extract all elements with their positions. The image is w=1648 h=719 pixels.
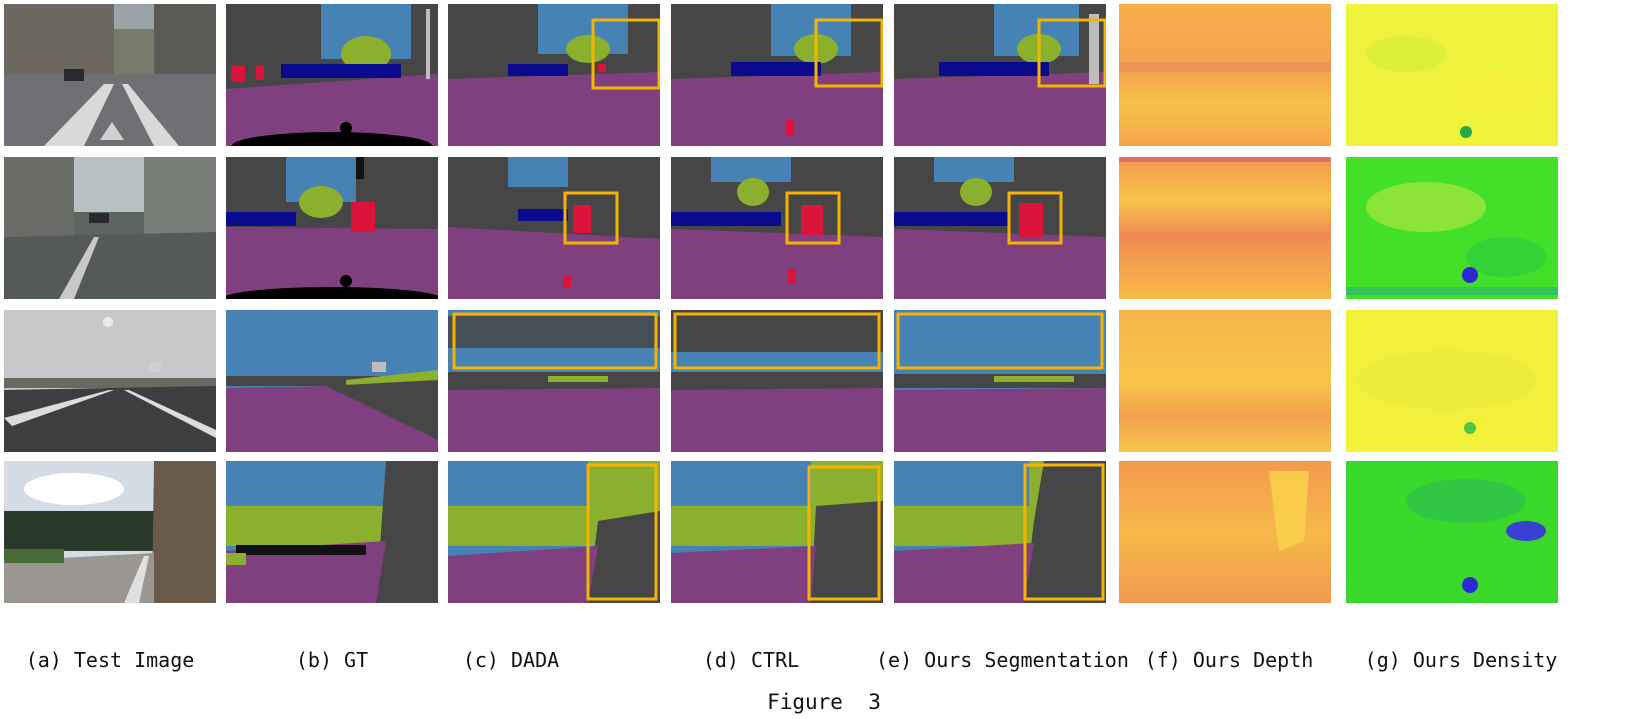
test-image-row1 [4, 4, 216, 146]
dada-row2 [448, 157, 660, 299]
ours-depth-row1 [1119, 4, 1331, 146]
ours-density-row4 [1346, 461, 1558, 603]
ours-density-row1 [1346, 4, 1558, 146]
column-label-e: (e) Ours Segmentation [876, 648, 1129, 672]
ours-seg-row2 [894, 157, 1106, 299]
column-label-d: (d) CTRL [702, 648, 800, 672]
gt-row1 [226, 4, 438, 146]
ours-seg-row4 [894, 461, 1106, 603]
ours-depth-row4 [1119, 461, 1331, 603]
dada-row3 [448, 310, 660, 452]
gt-row3 [226, 310, 438, 452]
ours-depth-row3 [1119, 310, 1331, 452]
ours-density-row2 [1346, 157, 1558, 299]
figure-caption: Figure 3 [767, 690, 881, 714]
test-image-row4 [4, 461, 216, 603]
dada-row4 [448, 461, 660, 603]
ctrl-row2 [671, 157, 883, 299]
ctrl-row1 [671, 4, 883, 146]
figure-grid [4, 4, 1558, 603]
column-label-g: (g) Ours Density [1364, 648, 1558, 672]
column-label-b: (b) GT [295, 648, 369, 672]
ours-density-row3 [1346, 310, 1558, 452]
gt-row4 [226, 461, 438, 603]
column-label-a: (a) Test Image [25, 648, 195, 672]
column-label-f: (f) Ours Depth [1144, 648, 1314, 672]
dada-row1 [448, 4, 660, 146]
test-image-row3 [4, 310, 216, 452]
test-image-row2 [4, 157, 216, 299]
ours-depth-row2 [1119, 157, 1331, 299]
ctrl-row4 [671, 461, 883, 603]
ours-seg-row3 [894, 310, 1106, 452]
ours-seg-row1 [894, 4, 1106, 146]
gt-row2 [226, 157, 438, 299]
column-label-c: (c) DADA [462, 648, 560, 672]
ctrl-row3 [671, 310, 883, 452]
